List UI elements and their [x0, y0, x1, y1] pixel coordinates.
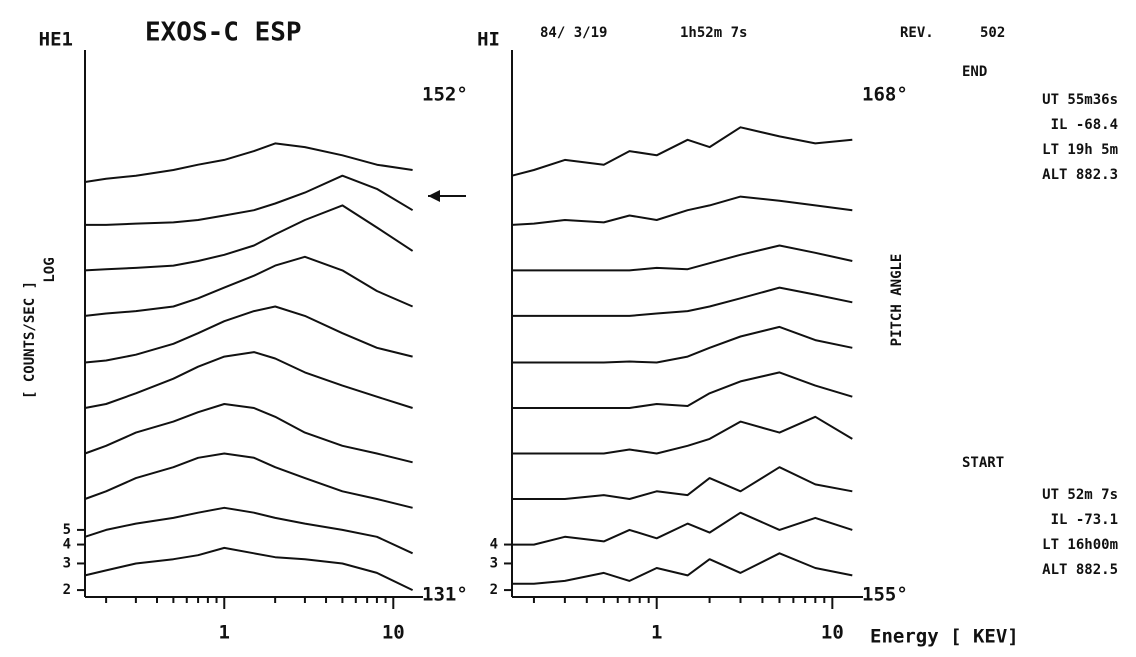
y-scale-label: LOG — [42, 257, 58, 282]
pitch-angle-label: PITCH ANGLE — [889, 254, 905, 347]
trace — [512, 244, 853, 272]
trace — [511, 126, 853, 177]
y-tick-label: 4 — [490, 537, 498, 553]
trace — [84, 142, 413, 183]
rev-label: REV. — [900, 25, 934, 41]
info-line: IL -73.1 — [1051, 512, 1118, 528]
y-tick-label: 3 — [63, 555, 71, 571]
trace — [511, 195, 853, 226]
info-line: UT 52m 7s — [1042, 487, 1118, 503]
trace — [84, 204, 414, 272]
x-tick-label: 1 — [219, 622, 230, 644]
trace — [512, 415, 853, 455]
time: 1h52m 7s — [680, 25, 747, 41]
angle-bottom: 131° — [422, 584, 468, 606]
arrow-head — [428, 190, 440, 202]
end-title: END — [962, 64, 987, 80]
y-tick-label: 3 — [490, 555, 498, 571]
info-line: UT 55m36s — [1042, 92, 1118, 108]
start-title: START — [962, 455, 1004, 471]
trace — [84, 452, 413, 509]
trace — [512, 286, 853, 317]
y-tick-label: 5 — [63, 522, 71, 538]
y-tick-label: 2 — [490, 582, 498, 598]
trace — [85, 174, 414, 226]
angle-top: 168° — [862, 84, 908, 106]
angle-bottom: 155° — [862, 584, 908, 606]
trace — [512, 325, 853, 364]
panel-label: HI — [477, 29, 500, 51]
trace — [512, 552, 853, 585]
y-tick-label: 4 — [63, 537, 71, 553]
trace — [84, 255, 413, 317]
trace — [84, 305, 413, 364]
trace — [84, 546, 414, 592]
x-axis-label: Energy [ KEV] — [870, 626, 1019, 648]
x-tick-label: 1 — [651, 622, 662, 644]
info-line: LT 19h 5m — [1042, 142, 1118, 158]
x-tick-label: 10 — [382, 622, 405, 644]
info-line: ALT 882.3 — [1042, 167, 1118, 183]
info-line: IL -68.4 — [1051, 117, 1118, 133]
trace — [512, 511, 853, 546]
chart-title: EXOS-C ESP — [145, 18, 302, 48]
info-line: ALT 882.5 — [1042, 562, 1118, 578]
date: 84/ 3/19 — [540, 25, 607, 41]
trace — [84, 506, 414, 555]
trace — [512, 466, 853, 500]
y-axis-label: [ COUNTS/SEC ] — [22, 281, 38, 399]
angle-top: 152° — [422, 84, 468, 106]
trace — [84, 403, 413, 464]
x-tick-label: 10 — [821, 622, 844, 644]
arrow — [428, 190, 466, 202]
y-tick-label: 2 — [63, 582, 71, 598]
trace — [84, 351, 413, 409]
info-line: LT 16h00m — [1042, 537, 1118, 553]
panel-label: HE1 — [39, 29, 73, 51]
trace — [512, 371, 853, 409]
rev: 502 — [980, 25, 1005, 41]
